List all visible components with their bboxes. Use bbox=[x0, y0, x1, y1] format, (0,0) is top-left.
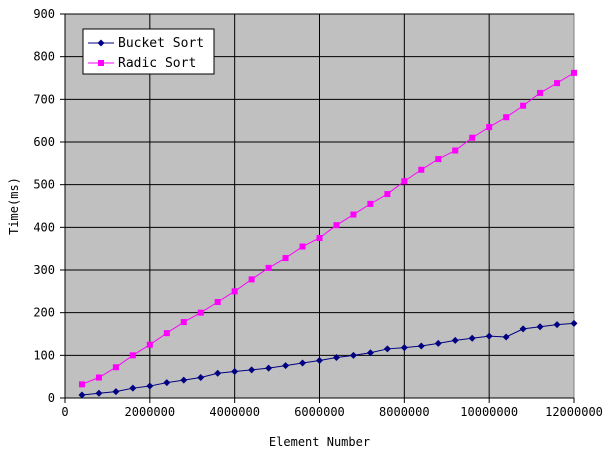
data-point-radic-sort bbox=[248, 276, 255, 283]
data-point-bucket-sort bbox=[332, 353, 340, 361]
legend-box bbox=[82, 28, 215, 75]
legend: Bucket Sort Radic Sort bbox=[82, 28, 215, 75]
data-point-radic-sort bbox=[367, 200, 374, 207]
y-tick-label: 300 bbox=[33, 263, 55, 277]
data-point-bucket-sort bbox=[553, 321, 561, 329]
data-point-radic-sort bbox=[78, 381, 85, 388]
series-bucket-sort bbox=[78, 319, 578, 399]
y-tick-label: 800 bbox=[33, 50, 55, 64]
legend-swatch-marker bbox=[97, 39, 105, 47]
grid bbox=[65, 13, 574, 398]
legend-item-bucket-sort: Bucket Sort bbox=[88, 36, 204, 51]
y-tick-label: 0 bbox=[48, 391, 55, 405]
data-point-bucket-sort bbox=[129, 384, 137, 392]
data-point-bucket-sort bbox=[349, 351, 357, 359]
data-point-radic-sort bbox=[265, 264, 272, 271]
y-tick-label: 100 bbox=[33, 348, 55, 362]
data-point-radic-sort bbox=[146, 341, 153, 348]
x-axis-title: Element Number bbox=[269, 435, 370, 449]
data-point-radic-sort bbox=[469, 134, 476, 141]
data-point-bucket-sort bbox=[417, 342, 425, 350]
data-point-radic-sort bbox=[214, 299, 221, 305]
data-point-radic-sort bbox=[452, 147, 459, 154]
data-point-radic-sort bbox=[163, 330, 170, 337]
x-tick-label: 0 bbox=[61, 405, 68, 419]
data-point-bucket-sort bbox=[112, 388, 120, 396]
data-point-bucket-sort bbox=[502, 333, 510, 341]
data-point-bucket-sort bbox=[570, 319, 578, 327]
series-radic-sort bbox=[78, 69, 577, 388]
data-point-bucket-sort bbox=[299, 359, 307, 367]
data-point-bucket-sort bbox=[383, 345, 391, 353]
data-point-radic-sort bbox=[129, 352, 136, 359]
data-point-bucket-sort bbox=[78, 391, 86, 399]
data-point-radic-sort bbox=[571, 69, 577, 76]
y-axis-ticks: 0 100 200 300 400 500 600 700 800 900 bbox=[33, 7, 65, 405]
x-tick-label: 12000000 bbox=[545, 405, 603, 419]
data-point-radic-sort bbox=[95, 374, 102, 381]
data-point-bucket-sort bbox=[95, 389, 103, 397]
data-point-bucket-sort bbox=[282, 362, 290, 370]
legend-swatch-marker bbox=[98, 60, 104, 66]
series bbox=[78, 69, 578, 399]
data-point-bucket-sort bbox=[146, 382, 154, 390]
data-point-radic-sort bbox=[418, 166, 425, 173]
data-point-bucket-sort bbox=[468, 334, 476, 342]
x-tick-label: 8000000 bbox=[379, 405, 430, 419]
data-point-radic-sort bbox=[520, 102, 527, 109]
legend-item-radic-sort: Radic Sort bbox=[88, 56, 196, 71]
data-point-bucket-sort bbox=[231, 368, 239, 376]
x-axis-ticks: 0 2000000 4000000 6000000 8000000 10000000 120… bbox=[61, 398, 603, 419]
data-point-bucket-sort bbox=[248, 366, 256, 374]
data-point-bucket-sort bbox=[451, 336, 459, 344]
data-point-radic-sort bbox=[112, 364, 119, 371]
data-point-radic-sort bbox=[384, 191, 391, 198]
data-point-radic-sort bbox=[350, 211, 357, 218]
x-tick-label: 4000000 bbox=[209, 405, 260, 419]
data-point-radic-sort bbox=[435, 156, 442, 163]
data-point-radic-sort bbox=[316, 235, 323, 241]
data-point-radic-sort bbox=[333, 222, 340, 229]
y-tick-label: 500 bbox=[33, 178, 55, 192]
data-point-bucket-sort bbox=[214, 369, 222, 377]
data-point-bucket-sort bbox=[180, 376, 188, 384]
data-point-bucket-sort bbox=[316, 356, 323, 364]
y-tick-label: 900 bbox=[33, 7, 55, 21]
y-tick-label: 600 bbox=[33, 135, 55, 149]
data-point-bucket-sort bbox=[163, 379, 171, 387]
legend-label: Radic Sort bbox=[118, 56, 196, 71]
data-point-radic-sort bbox=[401, 178, 408, 185]
data-point-radic-sort bbox=[554, 80, 561, 87]
data-point-bucket-sort bbox=[485, 332, 493, 340]
data-point-radic-sort bbox=[299, 243, 306, 250]
x-tick-label: 10000000 bbox=[460, 405, 518, 419]
data-point-radic-sort bbox=[503, 114, 510, 121]
data-point-bucket-sort bbox=[536, 323, 544, 331]
legend-label: Bucket Sort bbox=[118, 36, 204, 51]
y-tick-label: 200 bbox=[33, 306, 55, 320]
y-tick-label: 400 bbox=[33, 220, 55, 234]
data-point-radic-sort bbox=[537, 89, 544, 96]
data-point-radic-sort bbox=[180, 319, 187, 326]
data-point-radic-sort bbox=[282, 255, 289, 262]
data-point-bucket-sort bbox=[434, 339, 442, 347]
y-axis-title: Time(ms) bbox=[7, 177, 21, 235]
y-tick-label: 700 bbox=[33, 92, 55, 106]
data-point-radic-sort bbox=[231, 288, 238, 295]
x-tick-label: 6000000 bbox=[294, 405, 345, 419]
x-tick-label: 2000000 bbox=[125, 405, 176, 419]
data-point-bucket-sort bbox=[197, 374, 205, 382]
data-point-bucket-sort bbox=[366, 349, 374, 357]
data-point-bucket-sort bbox=[265, 364, 273, 372]
data-point-bucket-sort bbox=[400, 344, 408, 352]
data-point-bucket-sort bbox=[519, 325, 527, 333]
data-point-radic-sort bbox=[197, 309, 204, 316]
data-point-radic-sort bbox=[486, 124, 493, 131]
